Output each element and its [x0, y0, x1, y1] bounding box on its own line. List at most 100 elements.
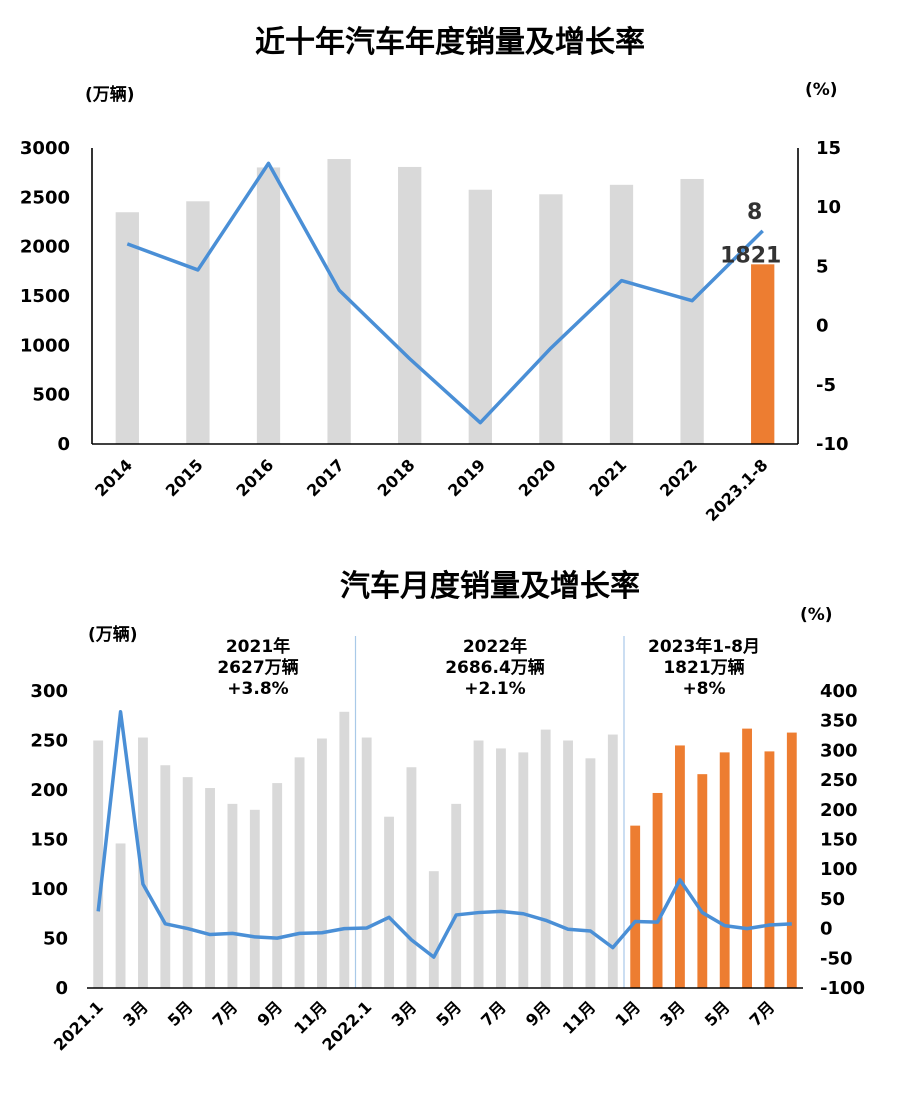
chart1-bar-2017	[327, 159, 351, 444]
chart2-bar	[406, 767, 417, 988]
chart2-bar	[786, 732, 797, 988]
chart2-annotation-line: 2023年1-8月	[648, 636, 760, 657]
chart2-x-tick: 9月	[253, 997, 286, 1030]
chart2-x-tick: 5月	[701, 997, 734, 1030]
chart1-x-tick: 2017	[303, 455, 348, 500]
chart2-x-tick: 5月	[164, 997, 197, 1030]
chart2-y2-tick: 250	[820, 770, 858, 791]
chart2-bar	[473, 740, 484, 988]
chart2-y-tick: 150	[30, 830, 68, 851]
chart1-x-tick: 2023.1-8	[702, 455, 772, 525]
chart1-bars	[115, 159, 775, 445]
chart1-growth-line	[126, 161, 764, 425]
chart2-bar	[451, 803, 462, 988]
chart2-annotation-line: 2021年	[226, 636, 290, 657]
chart2-right-unit: (%)	[800, 605, 833, 625]
chart2-bar	[607, 734, 618, 988]
chart2-y2-tick: 400	[820, 681, 858, 702]
chart2-y2-tick-labels: -100 -50 0 50 100 150 200 250 300 350 400	[820, 681, 865, 999]
chart1-y2-tick: 10	[816, 197, 841, 218]
chart1-y2-tick: 5	[816, 256, 829, 277]
chart2-x-tick: 1月	[611, 997, 644, 1030]
chart2-y2-tick: 50	[820, 889, 845, 910]
chart2-bar	[652, 792, 663, 988]
chart1-y2-tick: 0	[816, 316, 829, 337]
chart2-bar	[518, 752, 529, 988]
chart1-y-tick: 1500	[20, 286, 70, 307]
chart2-bar	[339, 711, 350, 988]
chart2-y-tick-labels: 0 50 100 150 200 250 300	[30, 681, 68, 999]
chart2-bar	[361, 737, 372, 988]
chart1-y2-tick: -10	[816, 434, 849, 455]
chart1-x-tick: 2022	[656, 455, 701, 500]
chart1-y-tick: 2000	[20, 237, 70, 258]
chart2-x-tick: 3月	[119, 997, 152, 1030]
chart1-y2-tick: 15	[816, 138, 841, 159]
chart1-bar-2015	[186, 201, 210, 444]
chart2-bar	[764, 751, 775, 988]
chart2-x-tick: 5月	[432, 997, 465, 1030]
chart1-x-tick: 2020	[515, 455, 560, 500]
chart1-y-tick: 1000	[20, 335, 70, 356]
chart2-bar	[317, 738, 327, 988]
chart2-bar	[160, 765, 171, 988]
chart2-annotation-line: 2686.4万辆	[445, 657, 545, 678]
chart1-bar-2023.1-8	[751, 264, 775, 444]
annual-sales-chart: 近十年汽车年度销量及增长率 (万辆) (%) 0 500 1000 1500 2000 2…	[20, 25, 849, 525]
chart1-bar-2020	[539, 194, 563, 444]
chart2-bar	[294, 757, 305, 988]
chart2-y2-tick: -50	[820, 948, 853, 969]
chart1-x-tick: 2016	[232, 455, 277, 500]
chart1-y-tick: 2500	[20, 187, 70, 208]
chart1-y-tick-labels: 0 500 1000 1500 2000 2500 3000	[20, 138, 70, 455]
chart2-y2-tick: 300	[820, 740, 858, 761]
chart2-growth-polyline	[96, 710, 792, 959]
chart1-left-unit: (万辆)	[85, 84, 135, 105]
chart2-bar	[182, 777, 193, 988]
chart2-y-tick: 200	[30, 780, 68, 801]
chart2-bar	[249, 809, 260, 988]
chart2-y2-tick: 200	[820, 800, 858, 821]
chart1-bar-2014	[115, 212, 139, 444]
chart2-x-tick: 7月	[477, 997, 510, 1030]
chart1-growth-polyline	[126, 161, 764, 425]
chart2-x-tick: 11月	[559, 997, 600, 1038]
chart2-y2-tick: 0	[820, 919, 833, 940]
chart2-y-tick: 50	[43, 929, 68, 950]
chart1-y-tick: 3000	[20, 138, 70, 159]
chart1-y-tick: 0	[57, 434, 70, 455]
chart2-bar	[272, 783, 283, 988]
chart2-y-tick: 300	[30, 681, 68, 702]
chart2-bar	[115, 843, 126, 988]
chart2-bar	[428, 871, 439, 988]
chart2-y2-tick: -100	[820, 978, 865, 999]
chart2-bar	[742, 728, 752, 988]
chart2-bars	[93, 711, 797, 988]
chart1-bar-2019	[468, 189, 492, 444]
chart2-y2-tick: 100	[820, 859, 858, 880]
chart2-bar	[675, 745, 685, 988]
chart1-y2-tick: -5	[816, 375, 836, 396]
chart2-y-tick: 0	[55, 978, 68, 999]
chart2-y-tick: 250	[30, 731, 68, 752]
chart1-y-tick: 500	[32, 385, 70, 406]
chart1-bar-data-label: 1821	[720, 243, 781, 268]
chart2-bar	[138, 737, 148, 988]
chart2-x-tick: 9月	[522, 997, 555, 1030]
chart2-annotation-line: 1821万辆	[663, 657, 744, 678]
chart2-bar	[697, 774, 708, 988]
chart2-y2-tick: 150	[820, 830, 858, 851]
chart2-bar	[719, 752, 730, 988]
chart1-line-data-label: 8	[747, 200, 762, 225]
chart1-x-tick: 2019	[444, 455, 489, 500]
chart1-bar-2016	[256, 167, 281, 445]
chart1-x-tick-labels: 2014 2015 2016 2017 2018 2019 2020 2021 2022 2023…	[91, 455, 771, 525]
chart2-x-tick: 2022.1	[318, 997, 375, 1054]
chart2-y-tick: 100	[30, 879, 68, 900]
chart2-bar	[384, 816, 394, 988]
chart1-bar-2018	[398, 166, 422, 444]
chart2-y2-tick: 350	[820, 711, 858, 732]
chart2-growth-line	[96, 710, 792, 959]
